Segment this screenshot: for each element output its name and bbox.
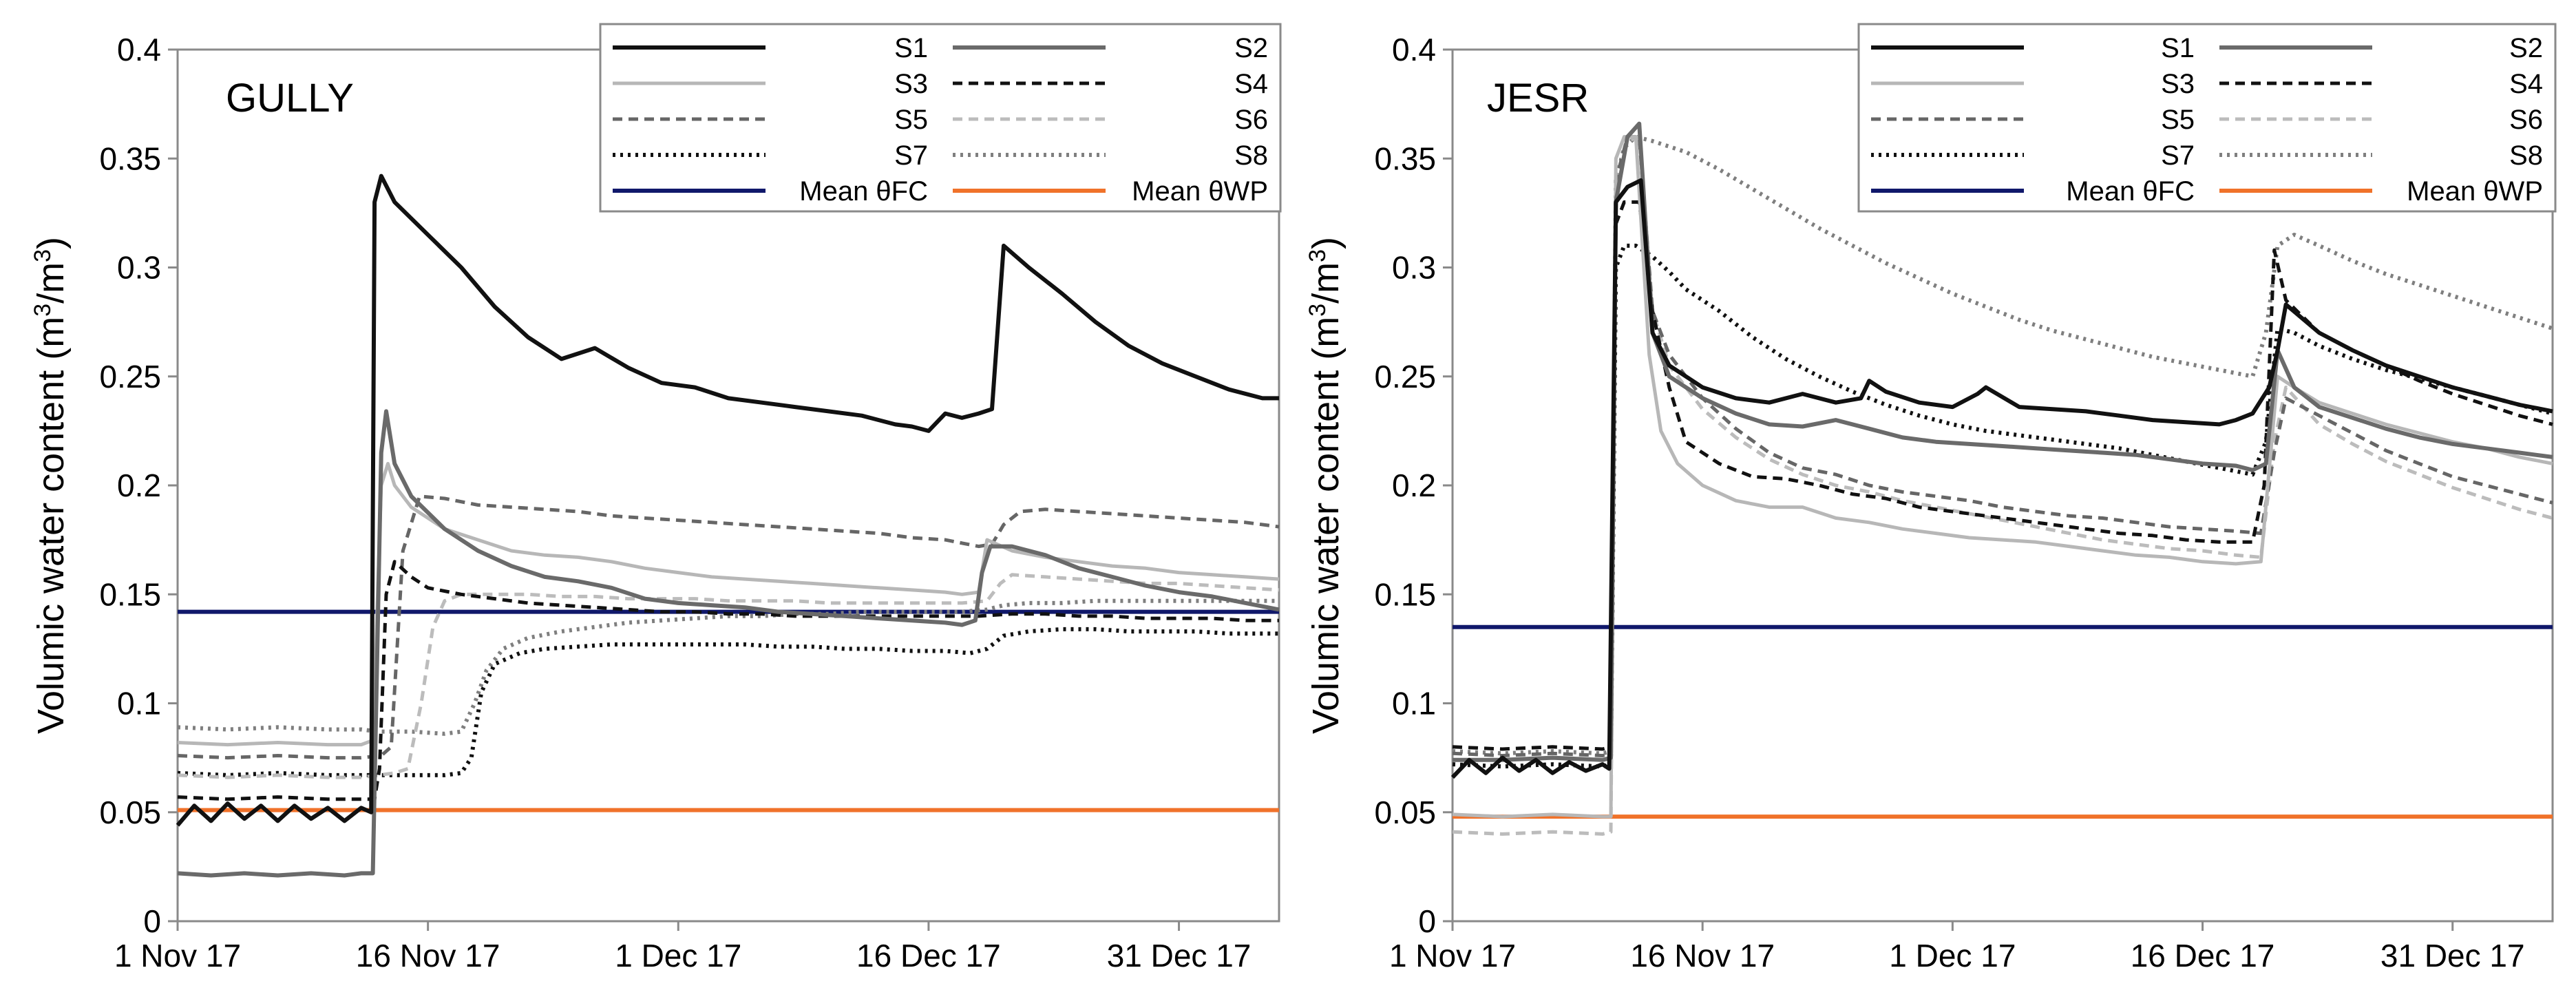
y-tick-label: 0.05 [1374, 795, 1436, 830]
x-tick-label: 16 Nov 17 [356, 938, 500, 974]
legend-label: Mean θWP [2407, 176, 2543, 207]
x-tick-label: 1 Nov 17 [114, 938, 241, 974]
series-line-s7 [1452, 243, 2553, 769]
y-axis-title-text: ) [1305, 237, 1347, 249]
y-axis-title: Volumic water content (m3/m3) [30, 237, 72, 734]
y-tick-label: 0.1 [1392, 686, 1436, 722]
legend-label: Mean θFC [2066, 176, 2195, 207]
legend-label: Mean θFC [799, 176, 928, 207]
series-line-s7 [177, 627, 1279, 777]
series-line-s4 [1452, 200, 2553, 751]
series-line-s6 [1452, 135, 2553, 836]
legend-label: S2 [1234, 33, 1268, 63]
y-axis-title-text: /m [30, 262, 72, 304]
y-tick-label: 0.05 [99, 795, 161, 830]
series-line-s3 [177, 461, 1280, 747]
series-line-s2 [177, 409, 1280, 878]
chart-panel-gully: 0 0.05 0.1 0.15 0.2 0.25 0.3 0.35 0.4 1 Nov 17 16 … [30, 23, 1282, 974]
y-tick-label: 0 [1418, 903, 1436, 939]
y-tick-label: 0.35 [1374, 140, 1436, 176]
legend-label: S1 [894, 33, 928, 63]
legend-label: S7 [2161, 140, 2195, 171]
chart-title: JESR [1487, 76, 1589, 120]
y-axis-title: Volumic water content (m3/m3) [1305, 237, 1347, 734]
y-axis-title-sup: 3 [30, 304, 56, 317]
y-axis-title-text: /m [1305, 262, 1347, 304]
y-tick-label: 0.2 [1392, 467, 1436, 503]
y-tick-label: 0.15 [1374, 576, 1436, 612]
legend-label: S8 [1234, 140, 1268, 171]
legend-label: S7 [894, 140, 928, 171]
y-tick-label: 0.4 [1392, 32, 1436, 67]
legend-label: S3 [894, 69, 928, 99]
y-axis-title-text: Volumic water content (m [30, 317, 72, 734]
x-tick-label: 16 Nov 17 [1630, 938, 1775, 974]
y-tick-label: 0.15 [99, 576, 161, 612]
x-tick-label: 1 Nov 17 [1389, 938, 1516, 974]
legend-label: S6 [1234, 105, 1268, 135]
chart-panel-jesr: 0 0.05 0.1 0.15 0.2 0.25 0.3 0.35 0.4 1 Nov 17 16 … [1305, 23, 2557, 974]
series-line-s1 [176, 173, 1279, 827]
y-tick-label: 0 [143, 903, 161, 939]
series-line-s4 [177, 560, 1279, 801]
series-line-s1 [1450, 178, 2553, 779]
y-tick-label: 0.2 [117, 467, 161, 503]
chart-title: GULLY [226, 76, 354, 120]
y-tick-label: 0.1 [117, 686, 161, 722]
y-tick-label: 0.25 [99, 359, 161, 395]
y-axis-title-sup: 3 [1305, 304, 1331, 317]
y-tick-label: 0.25 [1374, 359, 1436, 395]
y-axis-title-sup: 3 [1305, 249, 1331, 262]
legend-label: S5 [894, 105, 928, 135]
series-line-s2 [1453, 121, 2553, 762]
legend-label: S1 [2161, 33, 2195, 63]
series-line-s8 [177, 598, 1279, 736]
x-tick-label: 31 Dec 17 [2380, 938, 2525, 974]
legend-label: S4 [2509, 69, 2543, 99]
y-axis-title-text: Volumic water content (m [1305, 317, 1347, 734]
legend-label: S6 [2509, 105, 2543, 135]
y-axis-title-text: ) [30, 237, 72, 249]
y-tick-label: 0.35 [99, 140, 161, 176]
series-line-s6 [177, 573, 1280, 779]
x-tick-label: 16 Dec 17 [856, 938, 1001, 974]
series-line-s5 [177, 494, 1280, 760]
legend-label: S8 [2509, 140, 2543, 171]
y-tick-label: 0.4 [117, 32, 161, 67]
legend-label: S3 [2161, 69, 2195, 99]
x-tick-label: 16 Dec 17 [2131, 938, 2275, 974]
y-tick-label: 0.3 [117, 250, 161, 286]
x-tick-label: 1 Dec 17 [615, 938, 741, 974]
y-tick-label: 0.3 [1392, 250, 1436, 286]
legend-label: S2 [2509, 33, 2543, 63]
legend-label: S5 [2161, 105, 2195, 135]
y-axis-title-sup: 3 [30, 249, 56, 262]
legend: S1 S2 S3 S4 S5 S6 S7 S8 Mean θFC Mean θWP [1857, 23, 2557, 213]
legend-label: Mean θWP [1132, 176, 1268, 207]
legend-label: S4 [1234, 69, 1268, 99]
x-tick-label: 1 Dec 17 [1889, 938, 2016, 974]
legend: S1 S2 S3 S4 S5 S6 S7 S8 Mean θFC Mean θWP [599, 23, 1282, 213]
x-tick-label: 31 Dec 17 [1107, 938, 1252, 974]
